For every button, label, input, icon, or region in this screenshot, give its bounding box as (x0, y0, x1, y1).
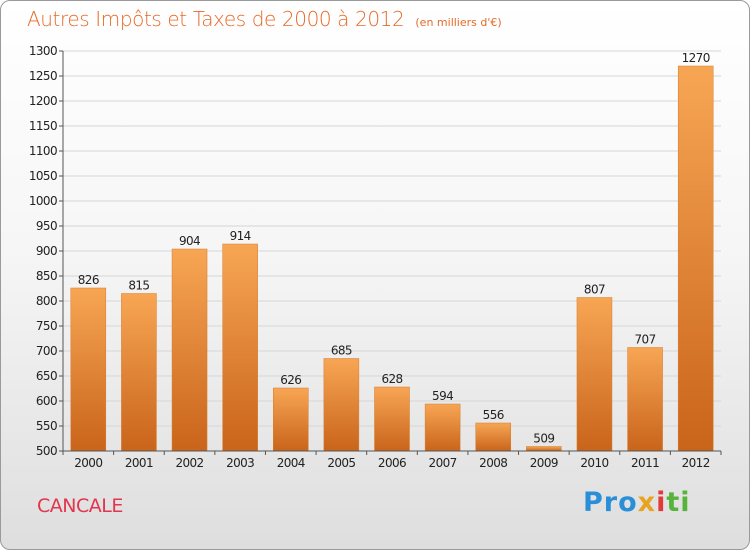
value-label: 594 (432, 389, 453, 403)
y-tick-label: 500 (36, 444, 57, 458)
x-tick-label: 2009 (530, 456, 558, 470)
value-label: 685 (331, 344, 352, 358)
y-tick-label: 1050 (29, 169, 57, 183)
x-tick-label: 2008 (479, 456, 507, 470)
chart-title-main: Autres Impôts et Taxes de 2000 à 2012 (27, 7, 405, 31)
bar-2011 (627, 347, 663, 452)
y-tick-label: 700 (36, 344, 57, 358)
x-tick-label: 2010 (580, 456, 608, 470)
value-label: 556 (483, 408, 504, 422)
bar-2003 (222, 243, 258, 452)
place-name: CANCALE (37, 495, 123, 517)
x-tick-label: 2012 (682, 456, 710, 470)
y-tick-label: 850 (36, 269, 57, 283)
y-tick-label: 1300 (29, 44, 57, 58)
value-label: 626 (280, 373, 301, 387)
y-tick-label: 600 (36, 394, 57, 408)
x-tick-label: 2004 (277, 456, 305, 470)
bar-2012 (677, 65, 714, 452)
chart-title: Autres Impôts et Taxes de 2000 à 2012 (e… (27, 7, 502, 31)
x-tick-label: 2011 (631, 456, 659, 470)
chart-title-unit: (en milliers d'€) (415, 16, 502, 29)
y-tick-label: 900 (36, 244, 57, 258)
y-tick-label: 1150 (29, 119, 57, 133)
x-tick-label: 2005 (327, 456, 355, 470)
x-tick-label: 2002 (175, 456, 203, 470)
x-tick-label: 2007 (429, 456, 457, 470)
x-tick-label: 2006 (378, 456, 406, 470)
brand-part-1: Pro (583, 487, 638, 518)
value-label: 914 (230, 229, 251, 243)
bar-2006 (374, 386, 410, 452)
x-tick-label: 2000 (74, 456, 102, 470)
bar-2002 (171, 248, 208, 452)
y-tick-label: 650 (36, 369, 57, 383)
brand-part-3: i (656, 487, 667, 518)
y-tick-label: 950 (36, 219, 57, 233)
x-axis-ticks: 2000 2001 2002 2003 2004 2005 2006 2007 2008 2009… (62, 451, 722, 470)
bar-2009 (526, 446, 562, 452)
value-label: 815 (128, 279, 149, 293)
x-tick-label: 2001 (125, 456, 153, 470)
bar-2004 (273, 387, 309, 452)
bar-2005 (323, 358, 360, 452)
bar-2001 (121, 293, 157, 452)
value-label: 509 (533, 432, 554, 446)
y-tick-label: 550 (36, 419, 57, 433)
x-tick-label: 2003 (226, 456, 254, 470)
y-axis-ticks: 500 550 600 650 700 750 800 850 900 950 1000 1050 11… (29, 44, 63, 458)
bar-2000 (70, 287, 107, 452)
brand-logo: Proxiti (583, 487, 691, 518)
y-tick-label: 750 (36, 319, 57, 333)
value-label: 628 (381, 372, 402, 386)
value-label: 707 (635, 333, 656, 347)
y-tick-label: 800 (36, 294, 57, 308)
value-label: 826 (78, 273, 99, 287)
brand-part-4: ti (666, 487, 691, 518)
value-labels: 826 815 904 914 626 685 628 594 556 509 807 707 1270 (78, 51, 711, 446)
bar-2008 (475, 422, 511, 452)
bar-2010 (576, 297, 613, 452)
y-tick-label: 1200 (29, 94, 57, 108)
value-label: 1270 (682, 51, 710, 65)
y-tick-label: 1250 (29, 69, 57, 83)
value-label: 807 (584, 283, 605, 297)
bars (70, 65, 714, 452)
value-label: 904 (179, 234, 200, 248)
y-tick-label: 1000 (29, 194, 57, 208)
y-tick-label: 1100 (29, 144, 57, 158)
bar-2007 (424, 403, 461, 452)
axes (62, 51, 721, 452)
brand-part-2: x (637, 487, 657, 518)
